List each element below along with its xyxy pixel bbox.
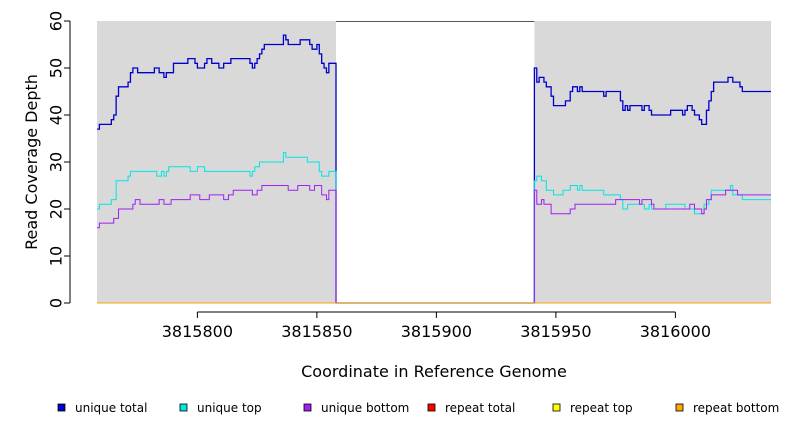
y-tick-label: 0	[47, 298, 66, 308]
legend-label-unique-total: unique total	[75, 401, 147, 415]
series-line-unique-bottom	[97, 185, 771, 304]
legend-swatch-repeat-bottom	[675, 403, 684, 412]
y-axis-label: Read Coverage Depth	[22, 74, 41, 250]
y-tick-label: 50	[47, 58, 66, 78]
legend-swatch-repeat-top	[552, 403, 561, 412]
legend-label-unique-top: unique top	[197, 401, 262, 415]
plot-background	[97, 21, 771, 303]
gap-region	[336, 21, 535, 303]
y-tick-label: 40	[47, 105, 66, 125]
x-axis-label: Coordinate in Reference Genome	[301, 362, 567, 381]
legend-swatch-unique-total	[57, 403, 66, 412]
x-tick-label: 3815800	[162, 322, 233, 341]
legend: unique total unique top unique bottom repea…	[57, 401, 779, 415]
y-tick-label: 20	[47, 199, 66, 219]
series-layer	[97, 34, 771, 304]
series-line-unique-top	[97, 152, 771, 304]
x-tick-label: 3816000	[640, 322, 711, 341]
legend-swatch-repeat-total	[427, 403, 436, 412]
x-tick-label: 3815950	[520, 322, 591, 341]
legend-label-unique-bottom: unique bottom	[321, 401, 409, 415]
x-tick-label: 3815850	[281, 322, 352, 341]
y-tick-label: 60	[47, 11, 66, 31]
x-tick-label: 3815900	[401, 322, 472, 341]
legend-swatch-unique-top	[179, 403, 188, 412]
legend-label-repeat-total: repeat total	[445, 401, 515, 415]
legend-swatch-unique-bottom	[303, 403, 312, 412]
axes-layer: 0 10 20 30 40 50 60 3815800 3815850 3815900 381595…	[47, 11, 712, 341]
y-tick-label: 30	[47, 152, 66, 172]
legend-label-repeat-top: repeat top	[570, 401, 633, 415]
y-tick-label: 10	[47, 246, 66, 266]
legend-label-repeat-bottom: repeat bottom	[693, 401, 779, 415]
series-line-unique-total	[97, 34, 771, 304]
